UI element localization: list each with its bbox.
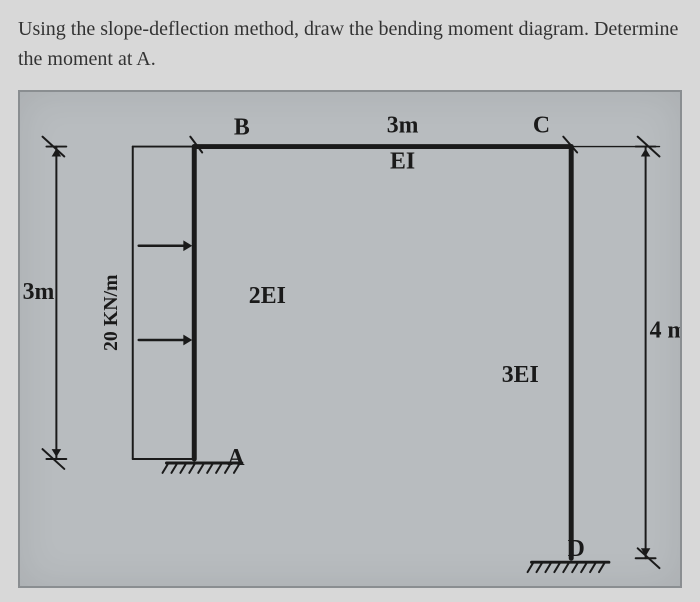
svg-text:EI: EI: [390, 148, 415, 174]
svg-text:3m: 3m: [387, 113, 419, 139]
diagram-svg: BCAD3mEI2EI3EI20 KN/m3m4 m: [20, 92, 680, 586]
question-text: Using the slope-deflection method, draw …: [0, 0, 700, 82]
svg-text:D: D: [568, 536, 585, 562]
svg-text:3EI: 3EI: [502, 362, 539, 388]
structural-diagram: BCAD3mEI2EI3EI20 KN/m3m4 m: [18, 90, 682, 588]
svg-text:2EI: 2EI: [249, 283, 286, 309]
svg-text:C: C: [533, 113, 550, 139]
svg-text:3m: 3m: [23, 279, 55, 305]
svg-text:B: B: [234, 115, 250, 141]
svg-text:20 KN/m: 20 KN/m: [100, 274, 122, 351]
svg-text:4 m: 4 m: [650, 318, 680, 344]
